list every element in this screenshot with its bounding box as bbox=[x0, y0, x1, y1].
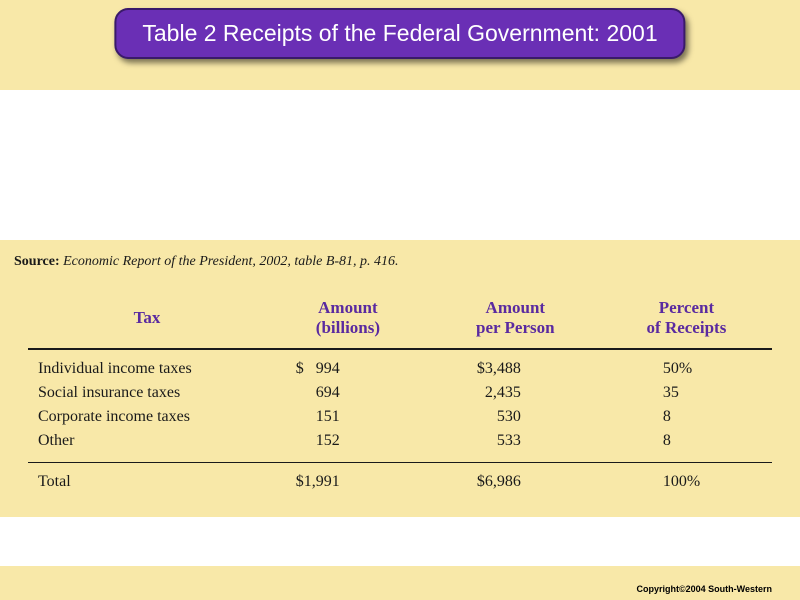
cell-tax: Individual income taxes bbox=[28, 349, 266, 381]
col-header-amount-l2: (billions) bbox=[316, 318, 380, 337]
cell-per-person: 530 bbox=[430, 405, 601, 429]
table-row: Other1525338 bbox=[28, 429, 772, 463]
col-header-pct-l2: of Receipts bbox=[647, 318, 727, 337]
total-amount: $1,991 bbox=[266, 463, 430, 498]
cell-percent: 8 bbox=[601, 429, 772, 463]
source-text: Economic Report of the President, 2002, … bbox=[63, 254, 398, 269]
col-header-per-l2: per Person bbox=[476, 318, 555, 337]
total-label: Total bbox=[28, 463, 266, 498]
cell-tax: Social insurance taxes bbox=[28, 381, 266, 405]
col-header-amount-l1: Amount bbox=[318, 298, 378, 317]
col-header-percent: Percent of Receipts bbox=[601, 292, 772, 349]
cell-tax: Other bbox=[28, 429, 266, 463]
top-band: Table 2 Receipts of the Federal Governme… bbox=[0, 0, 800, 90]
col-header-per-l1: Amount bbox=[486, 298, 546, 317]
cell-tax: Corporate income taxes bbox=[28, 405, 266, 429]
table-block: Source: Economic Report of the President… bbox=[0, 240, 800, 517]
table-row: Corporate income taxes1515308 bbox=[28, 405, 772, 429]
title-badge: Table 2 Receipts of the Federal Governme… bbox=[114, 8, 685, 59]
col-header-amount: Amount (billions) bbox=[266, 292, 430, 349]
col-header-per-person: Amount per Person bbox=[430, 292, 601, 349]
bottom-band: Copyright©2004 South-Western bbox=[0, 566, 800, 600]
cell-per-person: 2,435 bbox=[430, 381, 601, 405]
copyright-text: Copyright©2004 South-Western bbox=[637, 584, 772, 594]
cell-percent: 50% bbox=[601, 349, 772, 381]
table-body: Individual income taxes$ 994$3,48850%Soc… bbox=[28, 349, 772, 463]
cell-percent: 8 bbox=[601, 405, 772, 429]
col-header-pct-l1: Percent bbox=[659, 298, 714, 317]
receipts-table: Tax Amount (billions) Amount per Person … bbox=[28, 292, 772, 497]
total-row: Total $1,991 $6,986 100% bbox=[28, 463, 772, 498]
cell-amount: 152 bbox=[266, 429, 430, 463]
cell-per-person: $3,488 bbox=[430, 349, 601, 381]
cell-amount: 151 bbox=[266, 405, 430, 429]
source-line: Source: Economic Report of the President… bbox=[14, 254, 772, 270]
source-label: Source: bbox=[14, 254, 60, 269]
cell-amount: $ 994 bbox=[266, 349, 430, 381]
table-row: Social insurance taxes6942,43535 bbox=[28, 381, 772, 405]
cell-amount: 694 bbox=[266, 381, 430, 405]
header-row: Tax Amount (billions) Amount per Person … bbox=[28, 292, 772, 349]
white-gap bbox=[0, 90, 800, 240]
table-row: Individual income taxes$ 994$3,48850% bbox=[28, 349, 772, 381]
cell-percent: 35 bbox=[601, 381, 772, 405]
cell-per-person: 533 bbox=[430, 429, 601, 463]
col-header-tax: Tax bbox=[28, 292, 266, 349]
total-per-person: $6,986 bbox=[430, 463, 601, 498]
total-percent: 100% bbox=[601, 463, 772, 498]
